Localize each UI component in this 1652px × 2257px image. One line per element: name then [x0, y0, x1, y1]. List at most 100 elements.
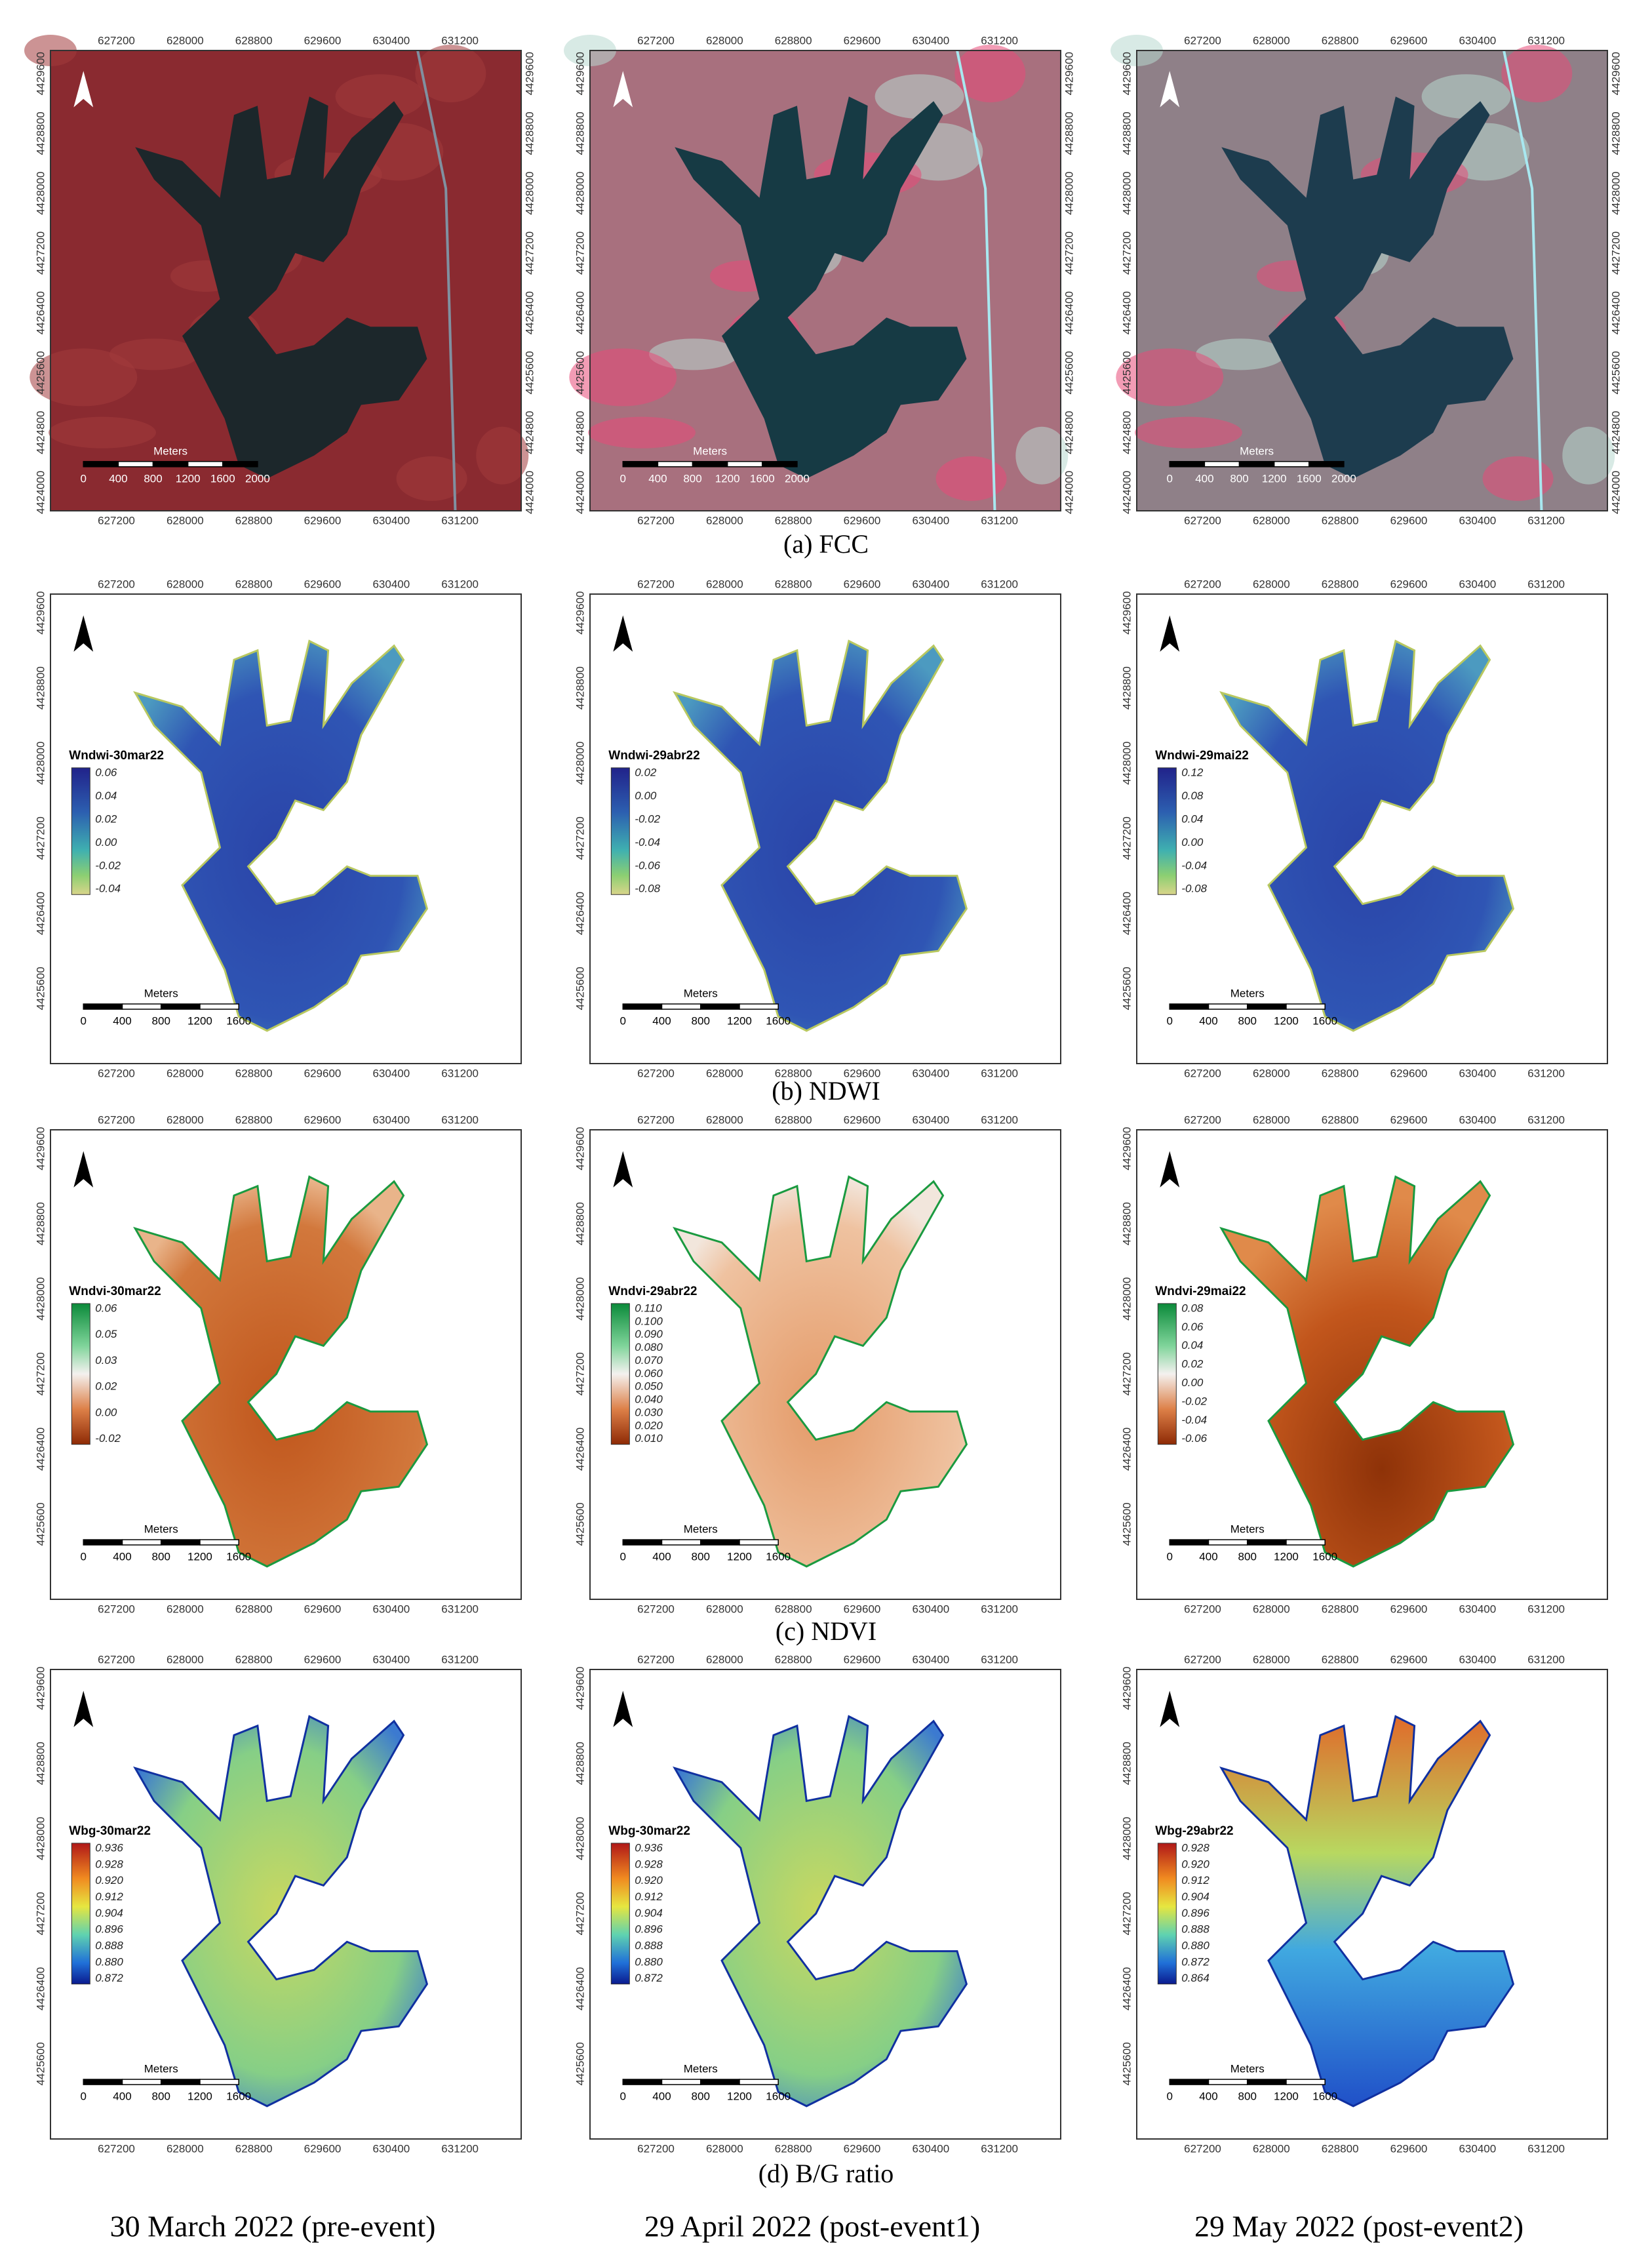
- x-tick-label: 628800: [235, 1603, 273, 1615]
- scale-bar-label: 0: [620, 1015, 626, 1028]
- scale-bar-label: 800: [152, 1551, 170, 1563]
- y-tick-label: 4424800: [1609, 411, 1622, 454]
- north-arrow: [1160, 71, 1180, 108]
- map-frame: [1136, 50, 1608, 511]
- scale-bar-label: 1200: [727, 1015, 752, 1028]
- lake: [1221, 96, 1514, 479]
- scale-bar-label: 1600: [750, 472, 775, 485]
- y-tick-label: 4424800: [1063, 411, 1075, 454]
- y-tick-label: 4429600: [34, 52, 47, 95]
- y-tick-label: 4424000: [1120, 471, 1133, 514]
- scale-bar-segment: [160, 1539, 201, 1546]
- map-panel: 627200 627200 628000 628000 628800 628800 6296…: [34, 1653, 522, 2155]
- x-tick-label: 628000: [1253, 34, 1290, 47]
- y-tick-label: 4427200: [1063, 231, 1075, 275]
- y-tick-label: 4424000: [1609, 471, 1622, 514]
- map-panel: 627200 627200 628000 628000 628800 628800 6296…: [574, 1113, 1061, 1615]
- legend-label: 0.010: [635, 1432, 663, 1445]
- legend-ramp: [71, 1843, 90, 1985]
- y-tick-label: 4426400: [1120, 1428, 1133, 1471]
- x-tick-label: 628000: [706, 1603, 743, 1615]
- scale-bar-label: 2000: [1331, 472, 1356, 485]
- y-tick-label: 4425600: [523, 351, 536, 394]
- road: [416, 50, 457, 511]
- land-patch: [476, 426, 529, 485]
- scale-bar-segment: [1169, 2079, 1210, 2085]
- map-frame: [50, 1129, 522, 1600]
- scale-bar-label: 1600: [1297, 472, 1322, 485]
- scale-bar-segment: [739, 1539, 779, 1546]
- map-frame: [1136, 1669, 1608, 2140]
- y-tick-label: 4428800: [1120, 666, 1133, 709]
- scale-bar-segment: [1246, 1003, 1287, 1010]
- land-patch: [935, 456, 1007, 501]
- x-tick-label: 628000: [1253, 1653, 1290, 1666]
- y-tick-label: 4424800: [1120, 411, 1133, 454]
- legend-label: 0.872: [95, 1972, 123, 1984]
- x-tick-label: 629600: [844, 1653, 881, 1666]
- north-arrow: [73, 71, 94, 108]
- x-tick-label: 627200: [1184, 1113, 1221, 1126]
- lake: [133, 639, 429, 1032]
- map-panel: 627200 627200 628000 628000 628800 628800 6296…: [24, 34, 536, 527]
- x-tick-label: 629600: [844, 578, 881, 590]
- legend-label: -0.08: [635, 883, 660, 895]
- scale-bar-title: Meters: [1230, 1523, 1265, 1536]
- x-tick-label: 627200: [1184, 578, 1221, 590]
- x-tick-label: 627200: [637, 514, 675, 527]
- scale-bar-label: 1200: [187, 2090, 212, 2103]
- x-tick-label: 629600: [304, 1603, 342, 1615]
- scale-bar-label: 400: [652, 1015, 671, 1028]
- y-tick-label: 4426400: [574, 892, 586, 935]
- x-tick-label: 627200: [637, 1653, 675, 1666]
- scale-bar-title: Meters: [1230, 988, 1265, 1000]
- y-tick-label: 4428800: [1063, 111, 1075, 155]
- x-tick-label: 628000: [1253, 1603, 1290, 1615]
- land-patch: [415, 45, 486, 103]
- lake: [133, 1175, 429, 1568]
- x-tick-label: 627200: [1184, 1653, 1221, 1666]
- scale-bar-title: Meters: [684, 2063, 718, 2075]
- scale-bar-segment: [1169, 461, 1206, 468]
- legend-title: Wndvi-29abr22: [608, 1285, 697, 1298]
- x-tick-label: 628000: [706, 1067, 743, 1079]
- x-tick-label: 627200: [637, 34, 675, 47]
- legend-label: 0.864: [1181, 1972, 1210, 1984]
- legend-label: 0.896: [95, 1923, 123, 1936]
- x-tick-label: 628000: [1253, 1113, 1290, 1126]
- x-tick-label: 628800: [775, 514, 812, 527]
- scale-bar-label: 0: [1167, 472, 1173, 485]
- scale-bar-label: 0: [1167, 1551, 1173, 1563]
- legend-ramp: [71, 767, 90, 895]
- scale-bar-segment: [692, 461, 728, 468]
- y-tick-label: 4428800: [574, 1742, 586, 1785]
- scale-bar-label: 1600: [226, 1015, 251, 1028]
- scale-bar-segment: [160, 2079, 201, 2085]
- x-tick-label: 628800: [235, 1113, 273, 1126]
- x-tick-label: 628000: [167, 2142, 204, 2155]
- legend-label: -0.06: [635, 859, 660, 871]
- y-tick-label: 4428800: [1120, 111, 1133, 155]
- y-tick-label: 4428800: [34, 1742, 47, 1785]
- scale-bar-label: 1200: [187, 1015, 212, 1028]
- legend-label: 0.080: [635, 1341, 663, 1353]
- legend-label: 0.12: [1181, 766, 1204, 778]
- legend-label: 0.912: [95, 1890, 123, 1903]
- legend-label: 0.904: [95, 1907, 123, 1919]
- land-patch: [1482, 456, 1554, 501]
- x-tick-label: 629600: [1390, 578, 1428, 590]
- x-tick-label: 629600: [844, 1067, 881, 1079]
- scale-bar-title: Meters: [684, 988, 718, 1000]
- scale-bar-label: 0: [620, 2090, 626, 2103]
- y-tick-label: 4428000: [1120, 1277, 1133, 1321]
- legend-label: 0.02: [635, 766, 657, 778]
- legend-label: 0.888: [635, 1940, 663, 1952]
- x-tick-label: 628800: [1322, 514, 1359, 527]
- y-tick-label: 4428000: [1120, 742, 1133, 785]
- x-tick-label: 631200: [1527, 34, 1565, 47]
- x-tick-label: 630400: [912, 34, 949, 47]
- scale-bar-label: 1200: [1262, 472, 1287, 485]
- legend-title: Wndwi-29abr22: [608, 749, 699, 763]
- y-tick-label: 4429600: [574, 1667, 586, 1710]
- legend-label: 0.02: [1181, 1358, 1204, 1370]
